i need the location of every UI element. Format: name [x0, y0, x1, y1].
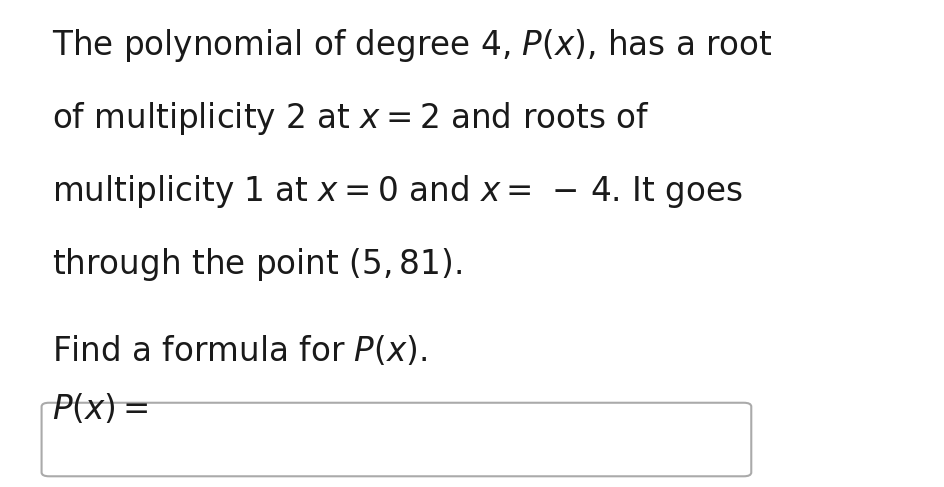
Text: $P(x) =$: $P(x) =$	[52, 392, 148, 426]
Text: through the point $(5, 81)$.: through the point $(5, 81)$.	[52, 246, 462, 283]
Text: multiplicity 1 at $x = 0$ and $x =\, -\, 4$. It goes: multiplicity 1 at $x = 0$ and $x =\, -\,…	[52, 173, 742, 210]
Text: of multiplicity 2 at $x = 2$ and roots of: of multiplicity 2 at $x = 2$ and roots o…	[52, 100, 649, 137]
Text: The polynomial of degree 4, $P(x)$, has a root: The polynomial of degree 4, $P(x)$, has …	[52, 27, 772, 64]
FancyBboxPatch shape	[42, 403, 750, 476]
Text: Find a formula for $P(x)$.: Find a formula for $P(x)$.	[52, 334, 427, 368]
